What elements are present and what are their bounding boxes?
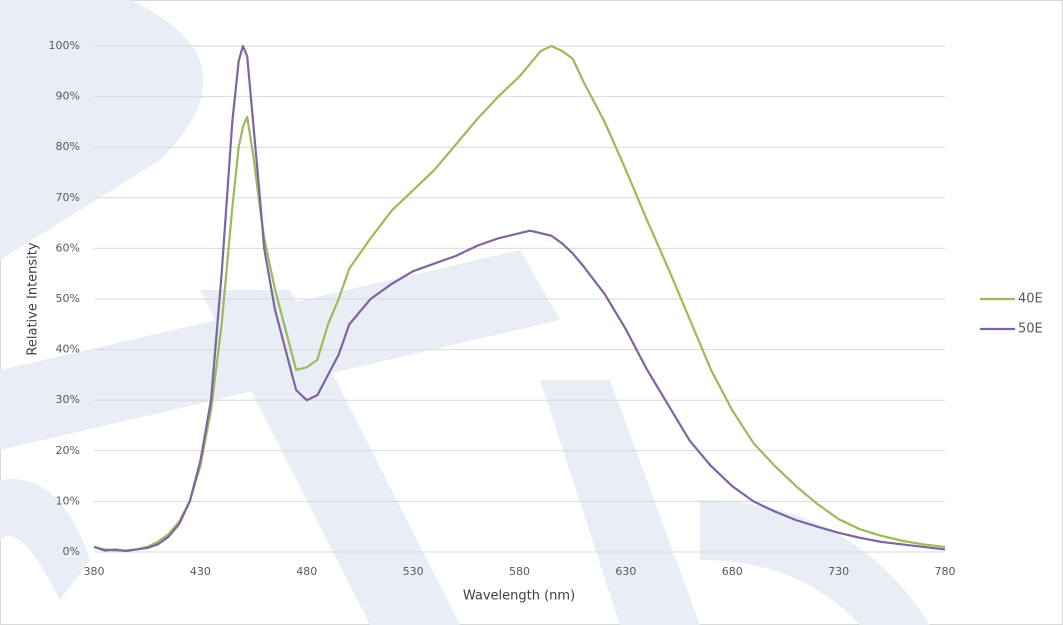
y-axis-label: Relative Intensity xyxy=(26,242,41,355)
y-tick-label: 10% xyxy=(56,494,80,507)
y-tick-label: 30% xyxy=(56,393,80,406)
x-tick-label: 630 xyxy=(615,565,636,578)
y-tick-label: 0% xyxy=(63,545,80,558)
y-tick-label: 90% xyxy=(56,90,80,103)
series-line xyxy=(93,44,946,553)
x-axis-label: Wavelength (nm) xyxy=(463,589,575,604)
x-tick-label: 480 xyxy=(296,565,317,578)
y-tick-label: 80% xyxy=(56,140,80,153)
x-tick-label: 380 xyxy=(84,565,105,578)
y-tick-label: 60% xyxy=(56,241,80,254)
y-tick-label: 50% xyxy=(56,292,80,305)
x-tick-label: 530 xyxy=(403,565,424,578)
x-tick-label: 430 xyxy=(190,565,211,578)
x-tick-label: 730 xyxy=(828,565,849,578)
y-tick-label: 70% xyxy=(56,191,80,204)
legend-label: 40E xyxy=(1018,292,1043,307)
x-tick-label: 780 xyxy=(935,565,956,578)
legend-label: 50E xyxy=(1018,322,1043,337)
x-tick-label: 580 xyxy=(509,565,530,578)
y-tick-label: 40% xyxy=(56,343,80,356)
y-tick-label: 100% xyxy=(49,39,80,52)
y-tick-label: 20% xyxy=(56,444,80,457)
x-tick-label: 680 xyxy=(722,565,743,578)
